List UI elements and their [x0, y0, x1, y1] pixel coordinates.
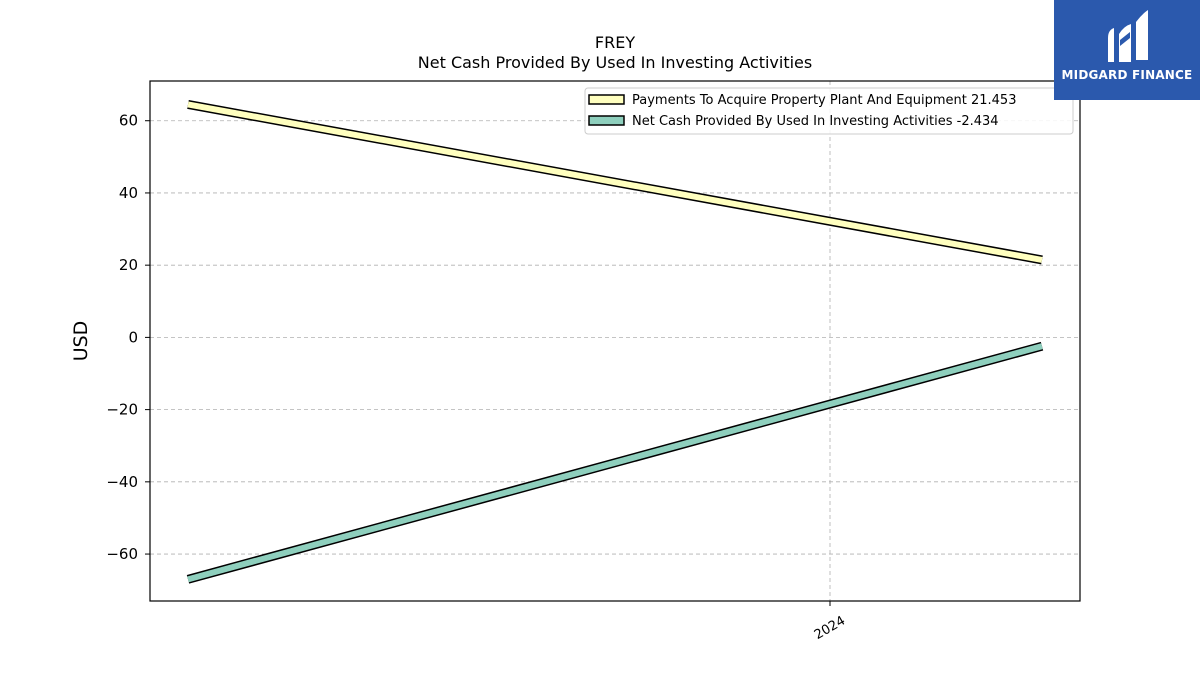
chart-title: FREY — [595, 33, 635, 52]
series-line-2 — [187, 343, 1043, 583]
y-tick-label: −20 — [106, 401, 138, 419]
y-tick-label: 40 — [119, 184, 138, 202]
logo-mark-icon — [1108, 10, 1148, 62]
y-tick-label: 0 — [128, 328, 138, 346]
legend-swatch — [588, 115, 625, 126]
grid-lines — [150, 81, 1080, 601]
brand-logo: MIDGARD FINANCE — [1054, 0, 1200, 100]
legend-box — [584, 87, 1074, 135]
series-lines — [186, 100, 1044, 584]
legend-label: Payments To Acquire Property Plant And E… — [632, 93, 1016, 108]
x-tick-label: 2024 — [812, 613, 848, 643]
legend: Payments To Acquire Property Plant And E… — [584, 87, 1074, 135]
plot-area-frame — [149, 80, 1081, 602]
legend-swatch — [588, 94, 625, 105]
y-tick-label: 20 — [119, 256, 138, 274]
y-axis-label: USD — [70, 321, 92, 362]
y-tick-label: 60 — [119, 112, 138, 130]
legend-label: Net Cash Provided By Used In Investing A… — [632, 114, 999, 129]
y-tick-label: −60 — [106, 545, 138, 563]
y-tick-label: −40 — [106, 473, 138, 491]
series-line-1 — [187, 101, 1043, 263]
y-axis-ticks: −60 −40 −20 0 20 40 60 — [106, 112, 150, 563]
x-axis-ticks: 2024 — [812, 601, 848, 643]
chart-subtitle: Net Cash Provided By Used In Investing A… — [418, 53, 812, 72]
logo-text: MIDGARD FINANCE — [1061, 68, 1193, 82]
